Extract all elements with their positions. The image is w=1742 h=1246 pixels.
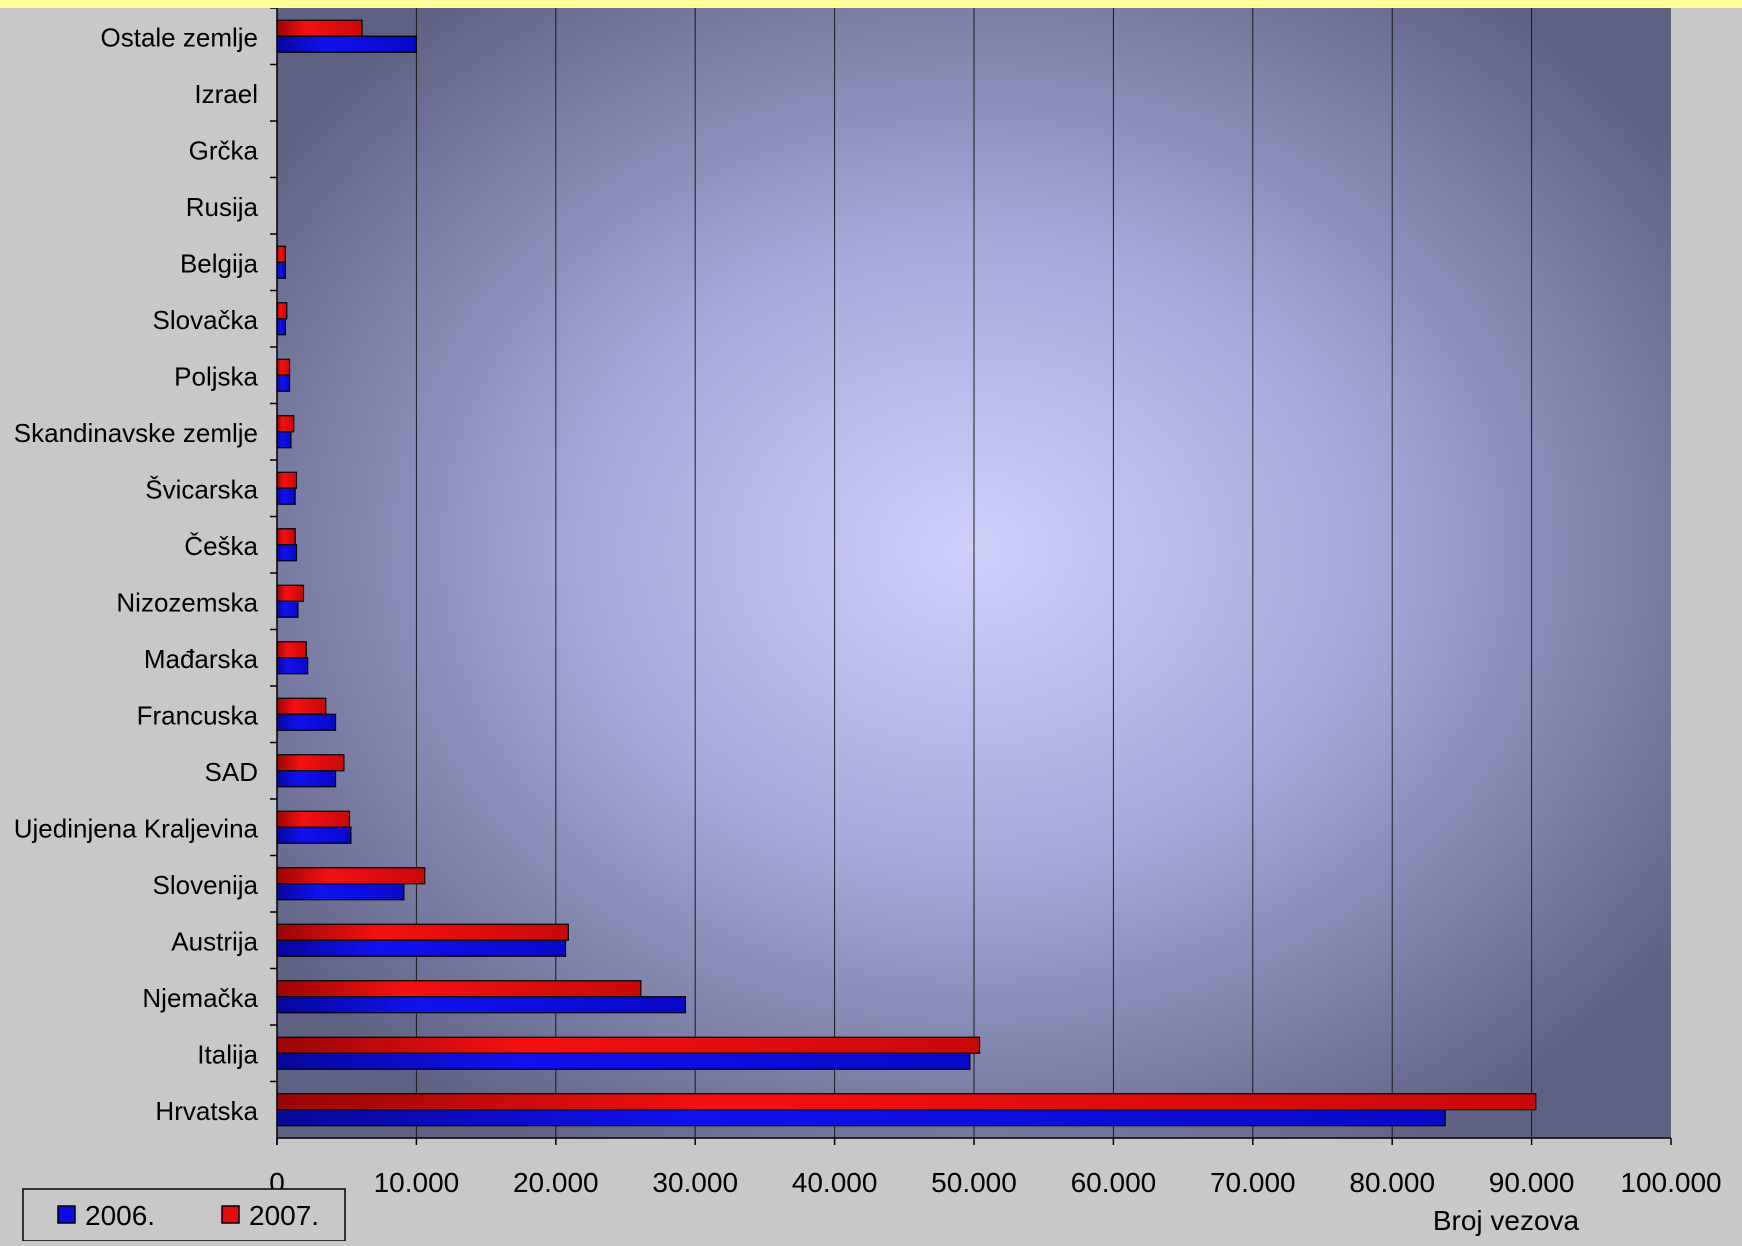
bar-2007-10 — [276, 528, 296, 546]
x-tick-label: 80.000 — [1349, 1167, 1435, 1198]
category-label: Slovenija — [152, 870, 258, 900]
bar-2007-12 — [276, 415, 295, 433]
category-label: Skandinavske zemlje — [14, 418, 258, 448]
category-label: Slovačka — [153, 305, 259, 335]
bar-2007-2 — [276, 980, 642, 998]
category-label: Grčka — [189, 135, 259, 165]
bar-2006-12 — [276, 431, 292, 449]
category-label: Austrija — [171, 926, 258, 956]
x-axis-title: Broj vezova — [1433, 1205, 1580, 1236]
bar-2007-3 — [276, 923, 569, 941]
x-tick-label: 90.000 — [1489, 1167, 1575, 1198]
category-label: Češka — [184, 531, 258, 561]
legend-box — [22, 1188, 346, 1242]
axis-layer — [270, 7, 1672, 1145]
x-tick-label: 100.000 — [1620, 1167, 1721, 1198]
bar-2006-13 — [276, 374, 291, 392]
legend-label-2007: 2007. — [249, 1200, 319, 1231]
bar-2006-7 — [276, 713, 337, 731]
category-label: Francuska — [137, 700, 259, 730]
legend-swatch-2007 — [221, 1205, 240, 1224]
bar-2006-14 — [276, 318, 286, 336]
legend-swatch-2006 — [57, 1205, 76, 1224]
bar-2006-9 — [276, 600, 299, 618]
bar-2007-6 — [276, 754, 345, 772]
bar-2006-1 — [276, 1052, 971, 1070]
bar-2006-3 — [276, 939, 567, 957]
bar-2006-4 — [276, 883, 405, 901]
bar-2007-5 — [276, 810, 351, 828]
bar-2007-15 — [276, 245, 286, 263]
category-label: Ostale zemlje — [101, 22, 259, 52]
bar-2007-9 — [276, 584, 305, 602]
grid-layer — [415, 8, 1533, 1138]
category-label: Izrael — [194, 79, 258, 109]
bar-2006-6 — [276, 770, 337, 788]
top-strip — [0, 0, 1742, 8]
bar-2006-10 — [276, 544, 298, 562]
category-label: Njemačka — [142, 983, 258, 1013]
legend-label-2006: 2006. — [85, 1200, 155, 1231]
bar-2007-8 — [276, 641, 307, 659]
bar-2006-11 — [276, 487, 296, 505]
labels-layer: 0 10.000 20.000 30.000 40.000 50.000 60.000 70.… — [14, 22, 1722, 1198]
bar-2007-7 — [276, 697, 327, 715]
bar-2007-0 — [276, 1093, 1537, 1111]
bar-2007-1 — [276, 1036, 981, 1054]
x-tick-label: 70.000 — [1210, 1167, 1296, 1198]
bar-2006-0 — [276, 1109, 1446, 1127]
x-tick-label: 20.000 — [513, 1167, 599, 1198]
category-label: Belgija — [180, 248, 259, 278]
bar-2007-14 — [276, 302, 288, 320]
category-label: Italija — [197, 1039, 258, 1069]
x-tick-label: 50.000 — [931, 1167, 1017, 1198]
bar-2006-2 — [276, 996, 687, 1014]
bar-2006-5 — [276, 826, 352, 844]
category-label: Poljska — [174, 361, 258, 391]
category-label: SAD — [205, 757, 258, 787]
x-tick-label: 40.000 — [792, 1167, 878, 1198]
bar-2007-19 — [276, 19, 363, 37]
x-tick-label: 60.000 — [1071, 1167, 1157, 1198]
x-tick-label: 10.000 — [374, 1167, 460, 1198]
bar-2006-8 — [276, 657, 309, 675]
x-tick-label: 30.000 — [652, 1167, 738, 1198]
bar-2007-13 — [276, 358, 291, 376]
legend: 2006. 2007. — [22, 1188, 346, 1242]
category-label: Mađarska — [144, 644, 259, 674]
bar-2006-19 — [276, 35, 417, 53]
bar-2006-15 — [276, 261, 286, 279]
bar-2007-11 — [276, 471, 298, 489]
category-label: Nizozemska — [116, 587, 258, 617]
category-label: Ujedinjena Kraljevina — [14, 813, 259, 843]
bar-2007-4 — [276, 867, 426, 885]
category-label: Hrvatska — [155, 1096, 258, 1126]
category-label: Švicarska — [145, 474, 258, 504]
category-label: Rusija — [186, 192, 259, 222]
